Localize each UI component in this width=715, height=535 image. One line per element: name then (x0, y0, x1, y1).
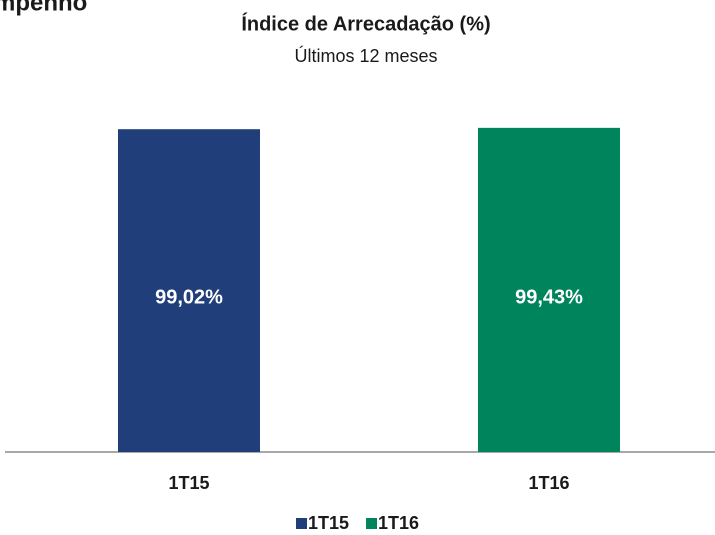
legend-label: 1T16 (378, 513, 419, 533)
legend-swatch (366, 518, 378, 529)
value-label: 99,02% (155, 286, 223, 308)
chart-subtitle: Últimos 12 meses (294, 45, 437, 66)
chart-title: Índice de Arrecadação (%) (241, 12, 490, 35)
bar (118, 129, 260, 452)
x-tick-label: 1T15 (168, 473, 209, 493)
legend-label: 1T15 (308, 513, 349, 533)
legend-swatch (296, 518, 307, 529)
bar (478, 127, 620, 452)
value-label: 99,43% (515, 286, 583, 308)
x-tick-label: 1T16 (528, 473, 569, 493)
page-heading: mpenho (0, 0, 87, 16)
